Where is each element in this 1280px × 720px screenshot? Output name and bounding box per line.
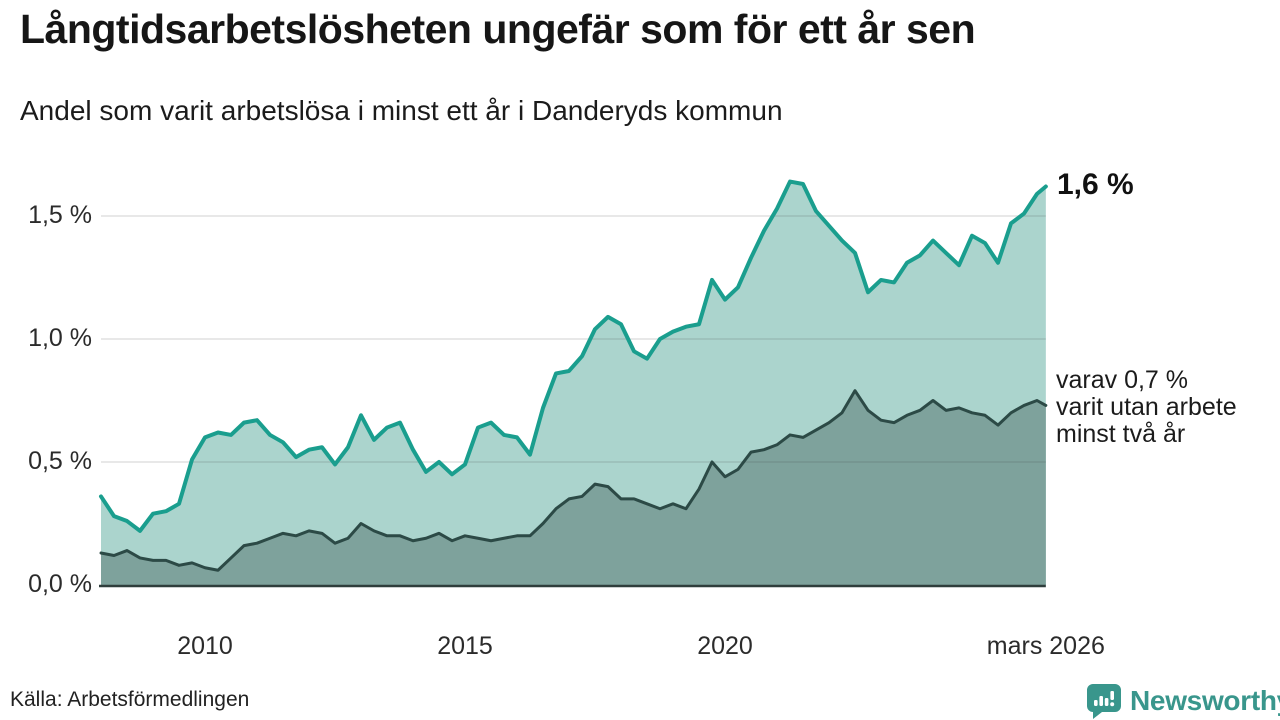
newsworthy-logo-icon — [1087, 684, 1121, 719]
bar-chart-glyph — [1094, 691, 1115, 707]
newsworthy-wordmark: Newsworthy — [1130, 685, 1280, 716]
x-tick-label: 2010 — [177, 632, 233, 660]
speech-bubble-shape — [1087, 684, 1121, 719]
latest-value-annotation: 1,6 % — [1057, 168, 1134, 201]
x-tick-label: 2015 — [437, 632, 493, 660]
series-line-0 — [99, 179, 1048, 533]
y-tick-label: 1,5 % — [28, 200, 92, 229]
x-tick-label: mars 2026 — [986, 632, 1105, 660]
secondary-annotation-line-3: minst två år — [1056, 420, 1186, 448]
x-tick-label: 2020 — [697, 632, 753, 660]
secondary-annotation-line-2: varit utan arbete — [1056, 393, 1237, 421]
source-note: Källa: Arbetsförmedlingen — [10, 688, 250, 711]
series-area-1 — [101, 390, 1046, 585]
page-subtitle: Andel som varit arbetslösa i minst ett å… — [20, 95, 783, 126]
newsworthy-logo: Newsworthy — [1086, 683, 1280, 719]
y-tick-label: 0,0 % — [28, 569, 92, 598]
page-title: Långtidsarbetslösheten ungefär som för e… — [20, 6, 976, 52]
secondary-annotation-line-1: varav 0,7 % — [1056, 366, 1189, 394]
y-tick-label: 0,5 % — [28, 446, 92, 475]
y-tick-label: 1,0 % — [28, 323, 92, 352]
secondary-series-annotation: varav 0,7 % varit utan arbete minst två … — [1056, 367, 1237, 448]
series-line-1 — [99, 389, 1048, 572]
